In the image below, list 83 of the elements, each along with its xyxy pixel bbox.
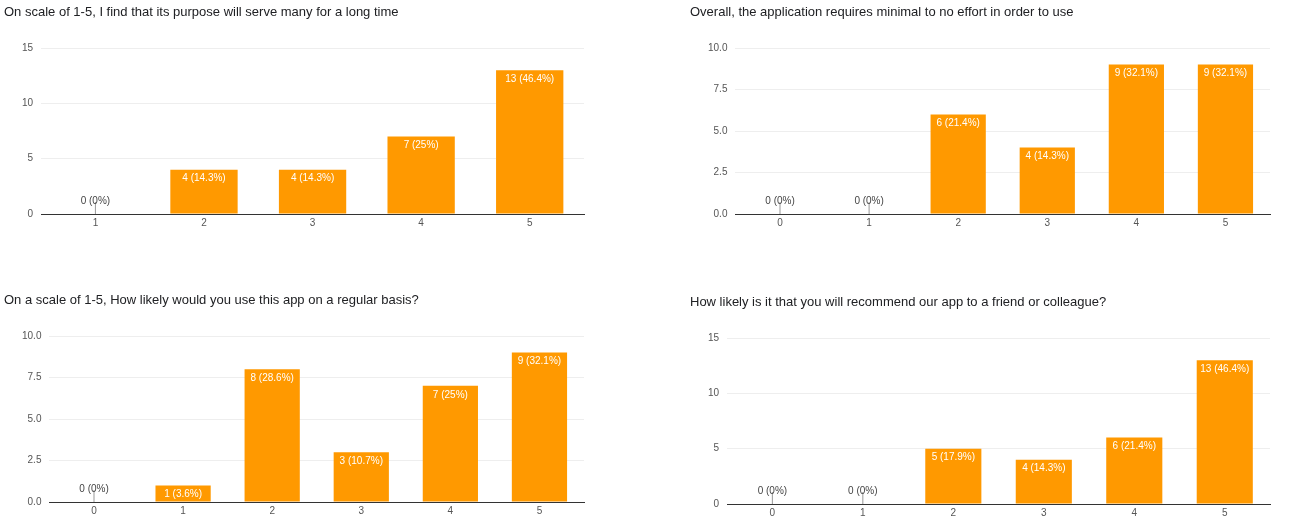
x-tick-label: 5 [1221,506,1228,518]
y-tick-label: 0.0 [713,207,728,219]
y-tick-label: 10.0 [707,41,728,53]
data-label: 13 (46.4%) [1200,362,1250,374]
bar [930,114,986,214]
x-tick-label: 1 [860,506,867,518]
x-tick-label: 0 [91,504,98,516]
bar [170,169,238,214]
data-label: 3 (10.7%) [339,454,383,466]
x-tick-label: 3 [1041,506,1048,518]
x-tick-label: 4 [1131,506,1138,518]
data-label: 7 (25%) [432,388,468,400]
bar [1197,64,1254,214]
x-tick-label: 2 [269,504,276,516]
bar [278,169,347,214]
bar [496,70,564,214]
y-tick-label: 0 [27,207,34,219]
data-label: 4 (14.3%) [1025,150,1069,162]
data-label: 4 (14.3%) [182,172,226,184]
x-tick-label: 5 [1222,216,1229,228]
y-tick-label: 10 [22,97,34,109]
x-tick-label: 3 [358,504,365,516]
x-tick-label: 5 [536,504,543,516]
data-label: 9 (32.1%) [517,355,562,367]
data-label: 0 (0%) [80,194,111,206]
bar [1108,64,1164,214]
bar [1106,437,1163,504]
bar [333,452,389,502]
y-tick-label: 15 [22,41,34,53]
x-tick-label: 4 [1133,216,1140,228]
data-label: 0 (0%) [757,484,788,496]
y-tick-label: 5 [27,152,34,164]
x-tick-label: 0 [777,216,784,228]
bar [422,385,478,502]
bar [511,352,568,502]
x-tick-label: 0 [769,506,776,518]
y-tick-label: 15 [708,331,720,343]
chart-title: How likely is it that you will recommend our app to a friend or colleague? [690,294,1108,311]
y-tick-label: 7.5 [27,371,42,383]
y-tick-label: 5.0 [27,412,42,424]
x-tick-label: 3 [1044,216,1051,228]
bar [387,136,455,214]
y-tick-label: 7.5 [713,83,728,95]
x-tick-label: 4 [418,216,425,228]
data-label: 0 (0%) [765,194,795,206]
y-tick-label: 5.0 [713,124,728,136]
x-tick-label: 4 [447,504,454,516]
data-label: 6 (21.4%) [1112,440,1156,452]
y-tick-label: 5 [713,442,720,454]
bar [244,369,300,502]
data-label: 6 (21.4%) [936,117,980,129]
bar [1015,459,1072,504]
x-tick-label: 1 [180,504,187,516]
y-tick-label: 2.5 [713,166,728,178]
x-tick-label: 1 [866,216,873,228]
bar [925,448,982,504]
x-tick-label: 2 [955,216,962,228]
bar [1019,147,1075,214]
data-label: 4 (14.3%) [1022,462,1066,474]
y-tick-label: 10 [708,387,720,399]
x-tick-label: 2 [950,506,957,518]
data-label: 0 (0%) [79,482,109,494]
bar [1196,360,1253,504]
data-label: 0 (0%) [848,484,878,496]
y-tick-label: 10.0 [21,329,42,341]
x-tick-label: 3 [309,216,316,228]
data-label: 0 (0%) [854,194,884,206]
x-tick-label: 1 [92,216,99,228]
data-label: 13 (46.4%) [505,72,555,84]
chart-title: Overall, the application requires minimal to no effort in order to use [690,4,1075,21]
data-label: 9 (32.1%) [1203,67,1248,79]
data-label: 9 (32.1%) [1114,67,1159,79]
data-label: 4 (14.3%) [290,172,335,184]
chart-title: On a scale of 1-5, How likely would you use this app on a regular basis? [4,292,420,309]
data-label: 1 (3.6%) [164,488,202,500]
data-label: 5 (17.9%) [931,451,975,463]
y-tick-label: 0.0 [27,495,42,507]
data-label: 8 (28.6%) [250,371,294,383]
x-tick-label: 5 [526,216,533,228]
chart-title: On scale of 1-5, I find that its purpose will serve many for a long time [4,4,400,21]
x-tick-label: 2 [201,216,208,228]
data-label: 7 (25%) [403,139,439,151]
y-tick-label: 2.5 [27,454,42,466]
